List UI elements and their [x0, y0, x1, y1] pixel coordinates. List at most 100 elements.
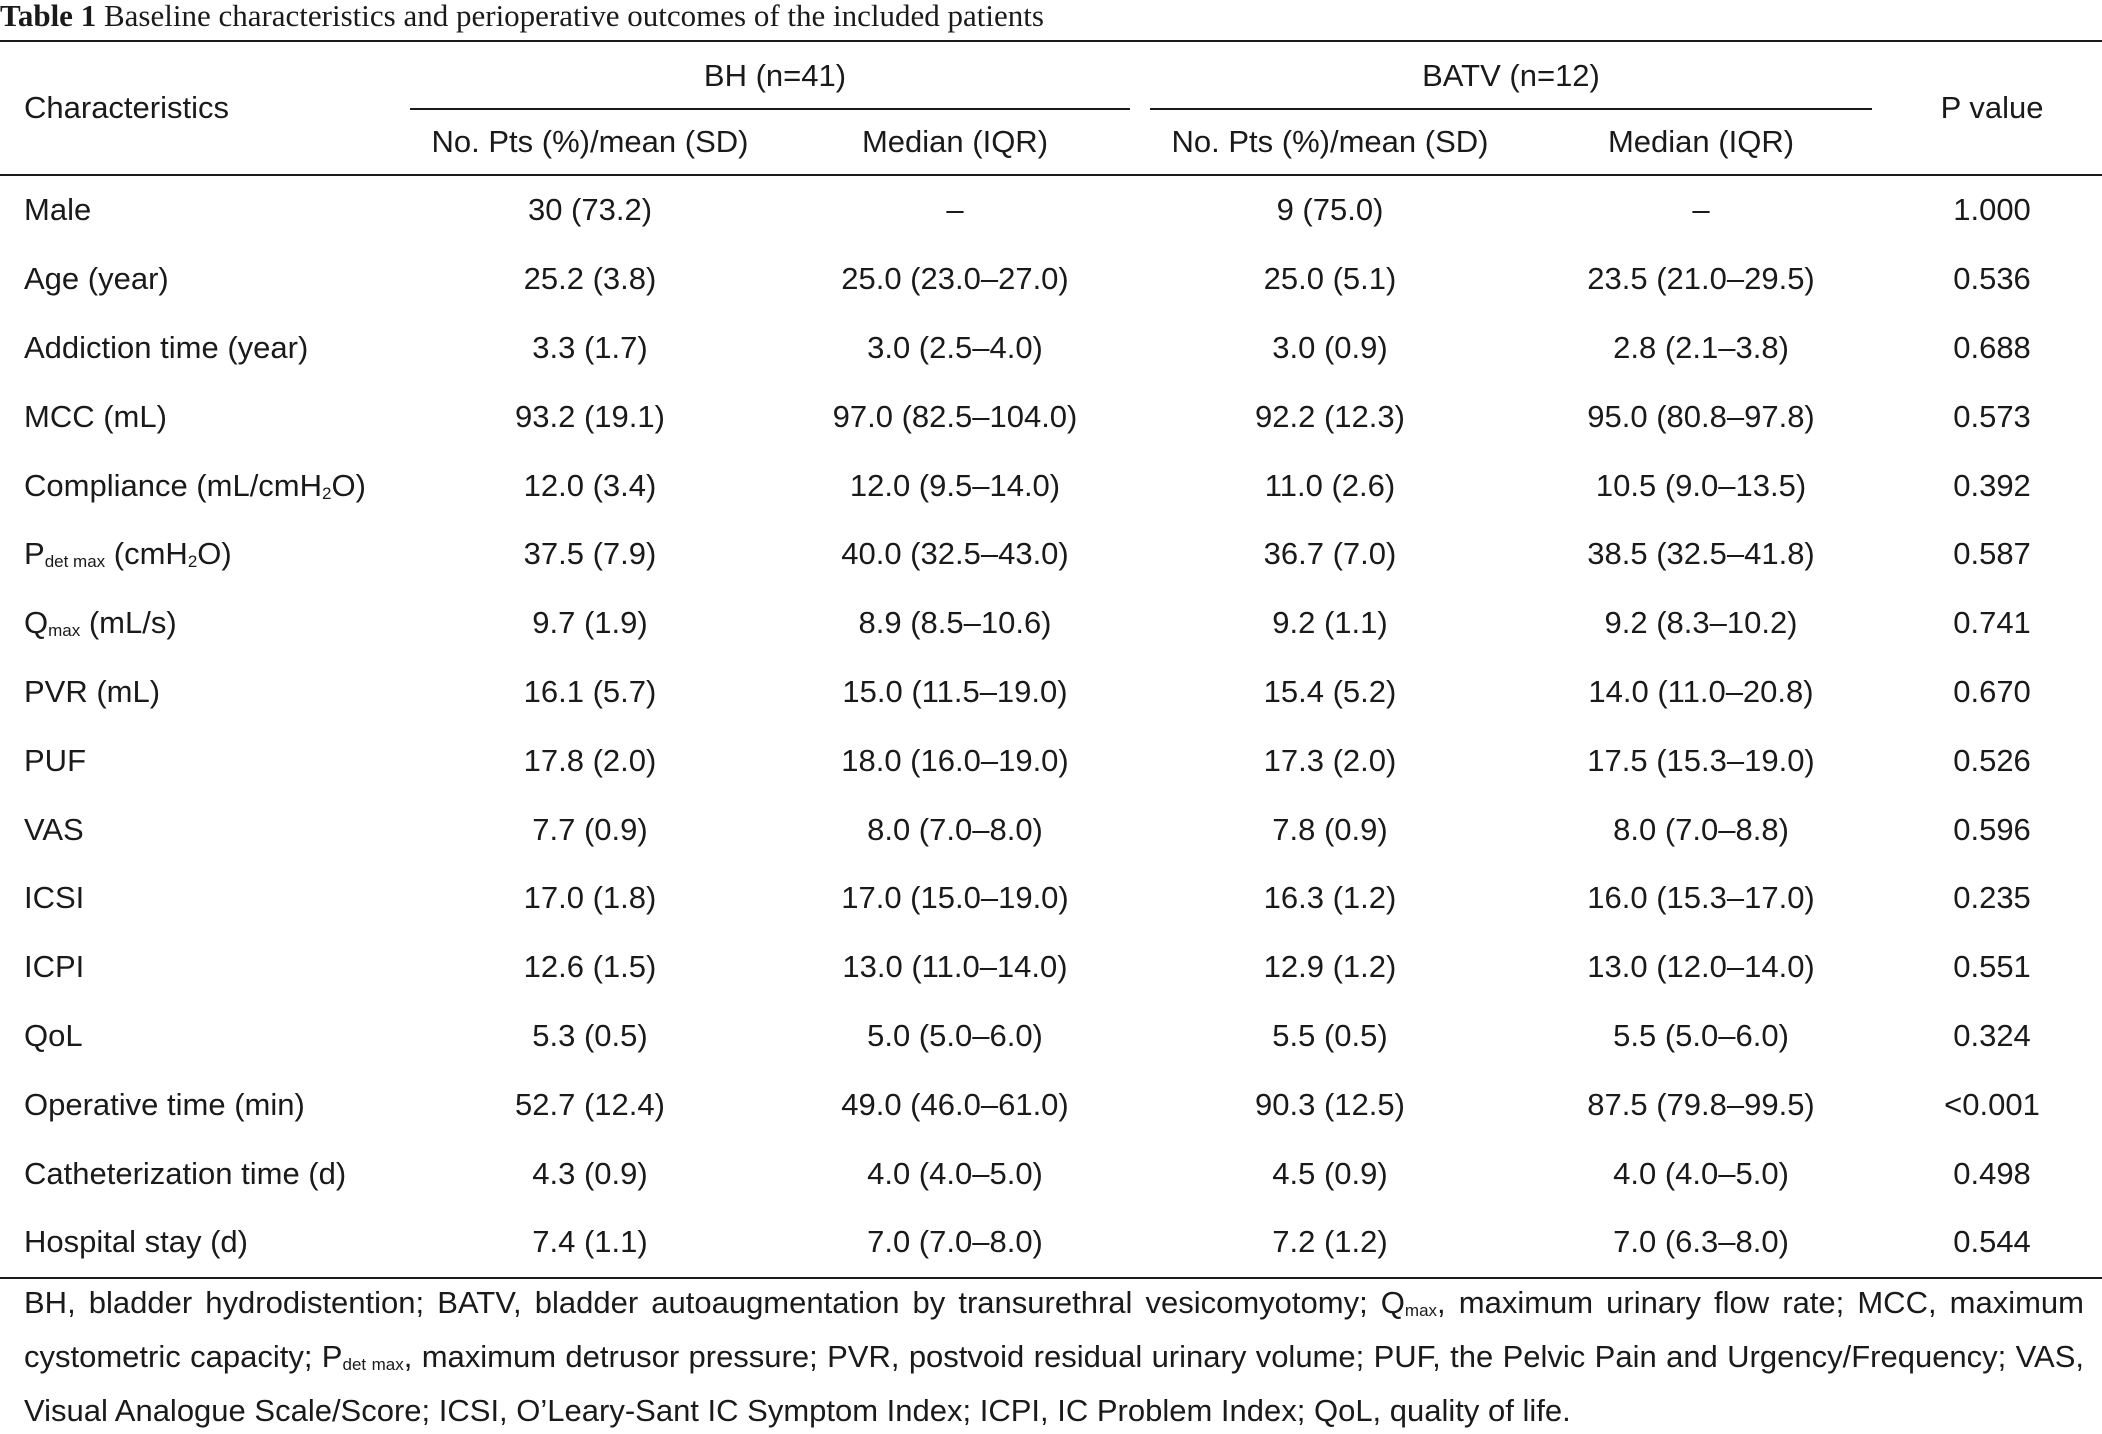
row-label: MCC (mL) [24, 398, 167, 434]
table-row: Operative time (min) 52.7 (12.4) 49.0 (4… [0, 1070, 2102, 1139]
cell: 92.2 (12.3) [1255, 398, 1405, 434]
cell: 0.573 [1953, 398, 2031, 434]
data-table: Characteristics BH (n=41) BATV (n=12) P … [0, 40, 2102, 1279]
row-label: Operative time (min) [24, 1086, 305, 1122]
table-row: VAS 7.7 (0.9) 8.0 (7.0–8.0) 7.8 (0.9) 8.… [0, 795, 2102, 864]
cell: 0.741 [1953, 605, 2031, 641]
header-characteristics: Characteristics [0, 40, 410, 176]
table-row: Male 30 (73.2) – 9 (75.0) – 1.000 [0, 175, 2102, 245]
table-row: Addiction time (year) 3.3 (1.7) 3.0 (2.5… [0, 314, 2102, 383]
cell: 37.5 (7.9) [523, 536, 657, 572]
cell: 12.0 (3.4) [523, 467, 657, 503]
label-text: P [24, 536, 45, 572]
table-row: Compliance (mL/cmH2O) 12.0 (3.4) 12.0 (9… [0, 451, 2102, 520]
table-container: Characteristics BH (n=41) BATV (n=12) P … [0, 40, 2102, 1279]
cell: 9.7 (1.9) [532, 605, 648, 641]
cell: 14.0 (11.0–20.8) [1588, 673, 1814, 709]
row-label: Catheterization time (d) [24, 1155, 347, 1191]
cell: 5.5 (5.0–6.0) [1613, 1017, 1789, 1053]
cell: 13.0 (11.0–14.0) [842, 949, 1068, 985]
label-text: O) [331, 467, 366, 503]
header-group-batv-label: BATV (n=12) [1422, 58, 1600, 93]
header-sub-batv-mean: No. Pts (%)/mean (SD) [1140, 110, 1520, 176]
cell: 5.3 (0.5) [532, 1017, 648, 1053]
cell: 16.0 (15.3–17.0) [1587, 880, 1815, 916]
footnote-subscript: max [1404, 1301, 1438, 1320]
cell: 9.2 (8.3–10.2) [1604, 605, 1798, 641]
cell: 12.9 (1.2) [1263, 949, 1397, 985]
table-caption: Table 1 Baseline characteristics and per… [0, 0, 1044, 40]
cell: 93.2 (19.1) [515, 398, 665, 434]
cell: 9 (75.0) [1276, 192, 1384, 228]
label-subscript: max [48, 621, 81, 641]
table-footnote: BH, bladder hydrodistention; BATV, bladd… [24, 1280, 2084, 1434]
label-subscript: 2 [322, 483, 332, 503]
cell: 8.9 (8.5–10.6) [858, 605, 1052, 641]
table-row: ICSI 17.0 (1.8) 17.0 (15.0–19.0) 16.3 (1… [0, 864, 2102, 933]
cell: 12.6 (1.5) [523, 949, 657, 985]
row-label: ICPI [24, 949, 85, 985]
footnote-text: , maximum urinary flow rate; MCC, maximu… [24, 1285, 2085, 1374]
cell: 0.587 [1953, 536, 2031, 572]
group-underline [1150, 108, 1873, 110]
table-row: QoL 5.3 (0.5) 5.0 (5.0–6.0) 5.5 (0.5) 5.… [0, 1002, 2102, 1071]
row-label-pdet: Pdet max (cmH2O) [0, 520, 410, 589]
table-row: MCC (mL) 93.2 (19.1) 97.0 (82.5–104.0) 9… [0, 382, 2102, 451]
cell: 4.5 (0.9) [1272, 1155, 1388, 1191]
cell: 3.0 (0.9) [1272, 329, 1388, 365]
cell: 7.8 (0.9) [1272, 811, 1388, 847]
cell: 87.5 (79.8–99.5) [1587, 1086, 1815, 1122]
cell: 0.536 [1953, 261, 2031, 297]
row-label: VAS [24, 811, 84, 847]
cell: 49.0 (46.0–61.0) [841, 1086, 1069, 1122]
cell: 7.0 (7.0–8.0) [770, 1207, 1140, 1279]
cell: 17.5 (15.3–19.0) [1587, 742, 1815, 778]
cell: – [946, 192, 964, 228]
table-row: Qmax (mL/s) 9.7 (1.9) 8.9 (8.5–10.6) 9.2… [0, 589, 2102, 658]
cell: <0.001 [1944, 1086, 2040, 1122]
row-label: Hospital stay (d) [0, 1207, 410, 1279]
cell: 0.551 [1953, 949, 2031, 985]
table-row: PUF 17.8 (2.0) 18.0 (16.0–19.0) 17.3 (2.… [0, 726, 2102, 795]
cell: 90.3 (12.5) [1255, 1086, 1405, 1122]
group-underline [410, 108, 1130, 110]
cell: 0.670 [1953, 673, 2031, 709]
cell: 23.5 (21.0–29.5) [1587, 261, 1815, 297]
header-group-bh-label: BH (n=41) [703, 58, 847, 93]
label-text: O) [197, 536, 232, 572]
table-row: Hospital stay (d) 7.4 (1.1) 7.0 (7.0–8.0… [0, 1207, 2102, 1279]
header-sub-bh-median: Median (IQR) [770, 110, 1140, 176]
label-text: (cmH [105, 536, 188, 572]
row-label: Age (year) [24, 261, 169, 297]
table-number: Table 1 [0, 0, 97, 33]
table-row: PVR (mL) 16.1 (5.7) 15.0 (11.5–19.0) 15.… [0, 658, 2102, 727]
cell: 4.3 (0.9) [532, 1155, 648, 1191]
cell: 17.8 (2.0) [523, 742, 657, 778]
row-label: QoL [24, 1017, 83, 1053]
row-label-compliance: Compliance (mL/cmH2O) [0, 451, 410, 520]
cell: 8.0 (7.0–8.0) [867, 811, 1043, 847]
cell: 36.7 (7.0) [1263, 536, 1397, 572]
cell: 8.0 (7.0–8.8) [1613, 811, 1789, 847]
cell: 40.0 (32.5–43.0) [841, 536, 1069, 572]
cell: 15.0 (11.5–19.0) [842, 673, 1068, 709]
cell: 10.5 (9.0–13.5) [1595, 467, 1807, 503]
label-subscript: det max [44, 552, 106, 572]
cell: 4.0 (4.0–5.0) [867, 1155, 1043, 1191]
cell: 25.2 (3.8) [523, 261, 657, 297]
cell: 97.0 (82.5–104.0) [832, 398, 1078, 434]
cell: 15.4 (5.2) [1263, 673, 1397, 709]
cell: 25.0 (23.0–27.0) [841, 261, 1069, 297]
cell: 38.5 (32.5–41.8) [1587, 536, 1815, 572]
table-row: Age (year) 25.2 (3.8) 25.0 (23.0–27.0) 2… [0, 245, 2102, 314]
cell: 3.0 (2.5–4.0) [867, 329, 1043, 365]
label-text: Compliance (mL/cmH [24, 467, 323, 503]
cell: 5.0 (5.0–6.0) [867, 1017, 1043, 1053]
header-group-batv: BATV (n=12) [1140, 40, 1883, 110]
cell: 0.688 [1953, 329, 2031, 365]
cell: 0.498 [1953, 1155, 2031, 1191]
cell: 0.235 [1953, 880, 2031, 916]
label-text: (mL/s) [80, 605, 177, 641]
header-group-bh: BH (n=41) [410, 40, 1140, 110]
header-pvalue: P value [1882, 40, 2102, 176]
